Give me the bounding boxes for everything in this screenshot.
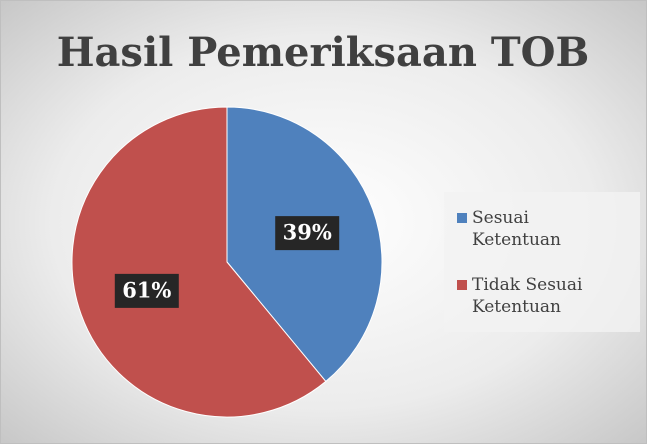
legend-label: Sesuai Ketentuan bbox=[472, 208, 562, 250]
legend-box bbox=[444, 192, 640, 332]
data-label: 39% bbox=[283, 220, 332, 245]
data-label-box bbox=[275, 216, 340, 251]
data-label: 61% bbox=[122, 277, 171, 302]
chart-title: Hasil Pemeriksaan TOB bbox=[57, 29, 590, 76]
legend-marker bbox=[457, 280, 467, 290]
legend-label: Tidak Sesuai Ketentuan bbox=[472, 275, 583, 317]
legend-marker bbox=[457, 213, 467, 223]
pie-slice bbox=[71, 106, 327, 418]
data-label-box bbox=[114, 273, 179, 308]
